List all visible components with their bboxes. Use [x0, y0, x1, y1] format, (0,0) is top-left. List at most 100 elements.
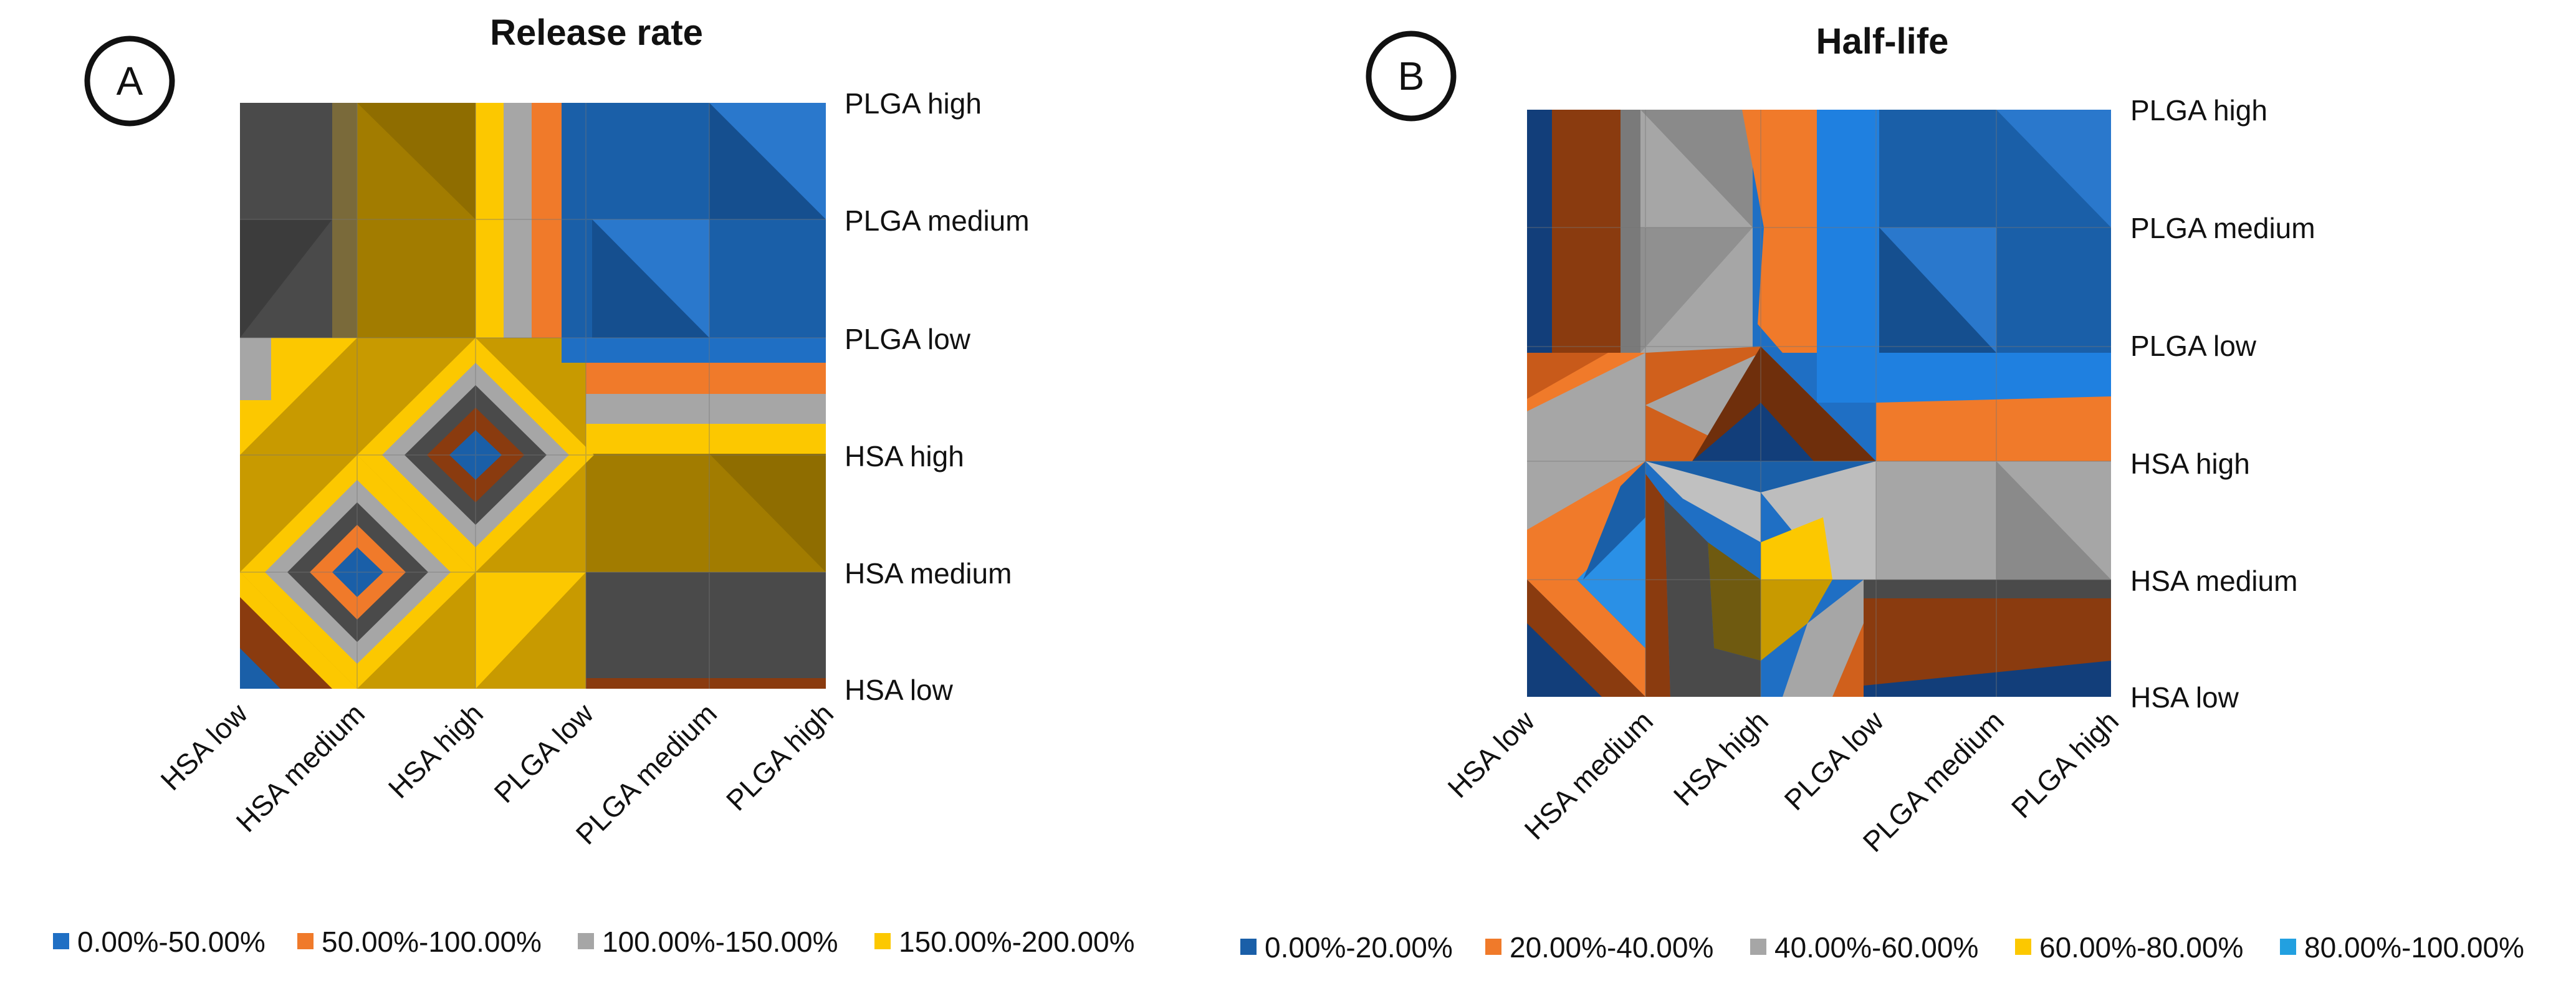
a-gray-stripe	[504, 103, 532, 338]
panel-a-badge	[84, 36, 175, 127]
b-band-darkgray	[1864, 580, 2111, 598]
b-legend-swatch-5	[2280, 939, 2296, 955]
panel-a-plot	[240, 103, 826, 689]
b-brown-col	[1645, 474, 1670, 697]
a-legend-label-3: 100.00%-150.00%	[602, 926, 838, 958]
b-ylabel-hsa-low: HSA low	[2130, 681, 2239, 714]
panel-a-title: Release rate	[490, 12, 703, 53]
b-ylabel-hsa-medium: HSA medium	[2130, 565, 2297, 597]
b-mid-diamond-blue	[1692, 403, 1814, 461]
b-xlabel-hsa-high: HSA high	[1667, 704, 1774, 812]
b-legend-swatch-4	[2015, 939, 2031, 955]
b-legend-label-2: 20.00%-40.00%	[1510, 931, 1713, 964]
b-legend-label-4: 60.00%-80.00%	[2039, 931, 2243, 964]
a-blue-edge	[562, 338, 826, 363]
b-ylabel-plga-high: PLGA high	[2130, 94, 2267, 127]
a-legend-label-4: 150.00%-200.00%	[899, 926, 1135, 958]
b-legend-swatch-3	[1750, 939, 1766, 955]
b-ylabel-plga-medium: PLGA medium	[2130, 212, 2315, 244]
b-col-lightgray-tri	[1640, 110, 1753, 227]
a-mid-col	[332, 103, 357, 338]
a-legend-swatch-1	[53, 933, 69, 949]
panel-b-plot	[1527, 110, 2111, 697]
b-mid-lower-gray	[1645, 461, 1761, 542]
b-col-gray	[1621, 110, 1640, 353]
b-yellow	[1761, 517, 1832, 580]
b-left-corner-brown	[1527, 580, 1645, 697]
a-ylabel-plga-low: PLGA low	[845, 323, 971, 355]
panel-a-label: A	[117, 59, 143, 103]
a-xlabel-hsa-high: HSA high	[382, 697, 489, 804]
b-legend-swatch-2	[1485, 939, 1501, 955]
b-grid	[1527, 110, 2111, 697]
b-darkgray-col	[1664, 499, 1761, 697]
panel-a-legend: 0.00%-50.00% 50.00%-100.00% 100.00%-150.…	[53, 926, 1135, 958]
a-gold-col-tri	[357, 103, 476, 219]
a-orange-stripe	[532, 103, 562, 338]
b-ylabel-hsa-high: HSA high	[2130, 448, 2250, 480]
b-xlabel-plga-low: PLGA low	[1778, 704, 1890, 816]
panel-b-title: Half-life	[1816, 21, 1949, 62]
b-ylabel-plga-low: PLGA low	[2130, 330, 2257, 362]
b-left-gray-1	[1527, 353, 1645, 530]
b-orange-right	[1832, 623, 1864, 697]
b-legend-label-1: 0.00%-20.00%	[1265, 931, 1453, 964]
a-blue-tri-4	[592, 219, 709, 338]
panel-b-legend: 0.00%-20.00% 20.00%-40.00% 40.00%-60.00%…	[1240, 931, 2524, 964]
a-blue-tri-3	[709, 103, 826, 219]
b-gold	[1761, 580, 1832, 661]
b-band-gray-tri	[1996, 461, 2111, 580]
b-col-brown	[1552, 110, 1621, 353]
panel-b-label: B	[1398, 54, 1425, 98]
panel-a-y-labels: PLGA high PLGA medium PLGA low HSA high …	[845, 87, 1030, 706]
a-ylabel-hsa-low: HSA low	[845, 674, 954, 706]
a-yellow-tri	[476, 572, 586, 689]
b-blue-tri-1	[1996, 110, 2111, 227]
a-xlabel-plga-high: PLGA high	[720, 697, 840, 816]
a-ylabel-hsa-medium: HSA medium	[845, 557, 1012, 590]
b-xlabel-plga-high: PLGA high	[2005, 704, 2125, 824]
b-legend-label-5: 80.00%-100.00%	[2304, 931, 2524, 964]
a-corner-3	[240, 648, 280, 689]
panel-b-badge	[1366, 31, 1457, 122]
a-yellow-stripe	[476, 103, 504, 338]
a-xlabel-hsa-low: HSA low	[154, 697, 254, 797]
b-gray-right	[1783, 580, 1864, 697]
b-col-lightgray-tri2	[1640, 227, 1753, 353]
b-band-darkblue	[1864, 661, 2111, 697]
b-xlabel-hsa-low: HSA low	[1441, 704, 1541, 804]
a-grid	[240, 103, 826, 689]
a-band-orange	[586, 363, 826, 394]
b-band-blue	[1817, 353, 2111, 403]
a-legend-swatch-3	[578, 933, 594, 949]
a-band-brown	[586, 678, 826, 689]
a-band-gray	[586, 394, 826, 424]
b-mid-lower-blue	[1645, 461, 1876, 492]
a-corner-2	[240, 597, 332, 689]
b-band-orange	[1876, 396, 2111, 480]
panel-b-y-labels: PLGA high PLGA medium PLGA low HSA high …	[2130, 94, 2315, 714]
panel-a-x-labels: HSA low HSA medium HSA high PLGA low PLG…	[154, 697, 840, 851]
a-ylabel-plga-high: PLGA high	[845, 87, 982, 120]
b-blue-strip	[1817, 110, 1879, 353]
a-xlabel-plga-low: PLGA low	[487, 697, 600, 809]
b-band-brown	[1864, 598, 2111, 686]
b-left-brown-1	[1527, 353, 1608, 399]
b-darkgold	[1708, 542, 1761, 661]
a-legend-label-1: 0.00%-50.00%	[77, 926, 266, 958]
b-blue-sq	[1583, 461, 1645, 580]
a-ylabel-hsa-high: HSA high	[845, 440, 964, 472]
b-orange-wave	[1742, 110, 1817, 353]
a-legend-swatch-2	[297, 933, 314, 949]
b-xlabel-hsa-medium: HSA medium	[1518, 704, 1659, 846]
a-band-gold-tri	[709, 454, 826, 572]
panel-b-x-labels: HSA low HSA medium HSA high PLGA low PLG…	[1441, 704, 2125, 858]
panel-a: A Release rate	[53, 12, 1135, 958]
a-legend-label-2: 50.00%-100.00%	[322, 926, 542, 958]
panel-b: B Half-life	[1240, 21, 2524, 964]
b-light-blue-tri	[1577, 511, 1645, 648]
a-band-yellow	[586, 424, 826, 454]
a-gray-cell	[240, 338, 271, 400]
b-blue-tri-3	[1879, 227, 1996, 353]
